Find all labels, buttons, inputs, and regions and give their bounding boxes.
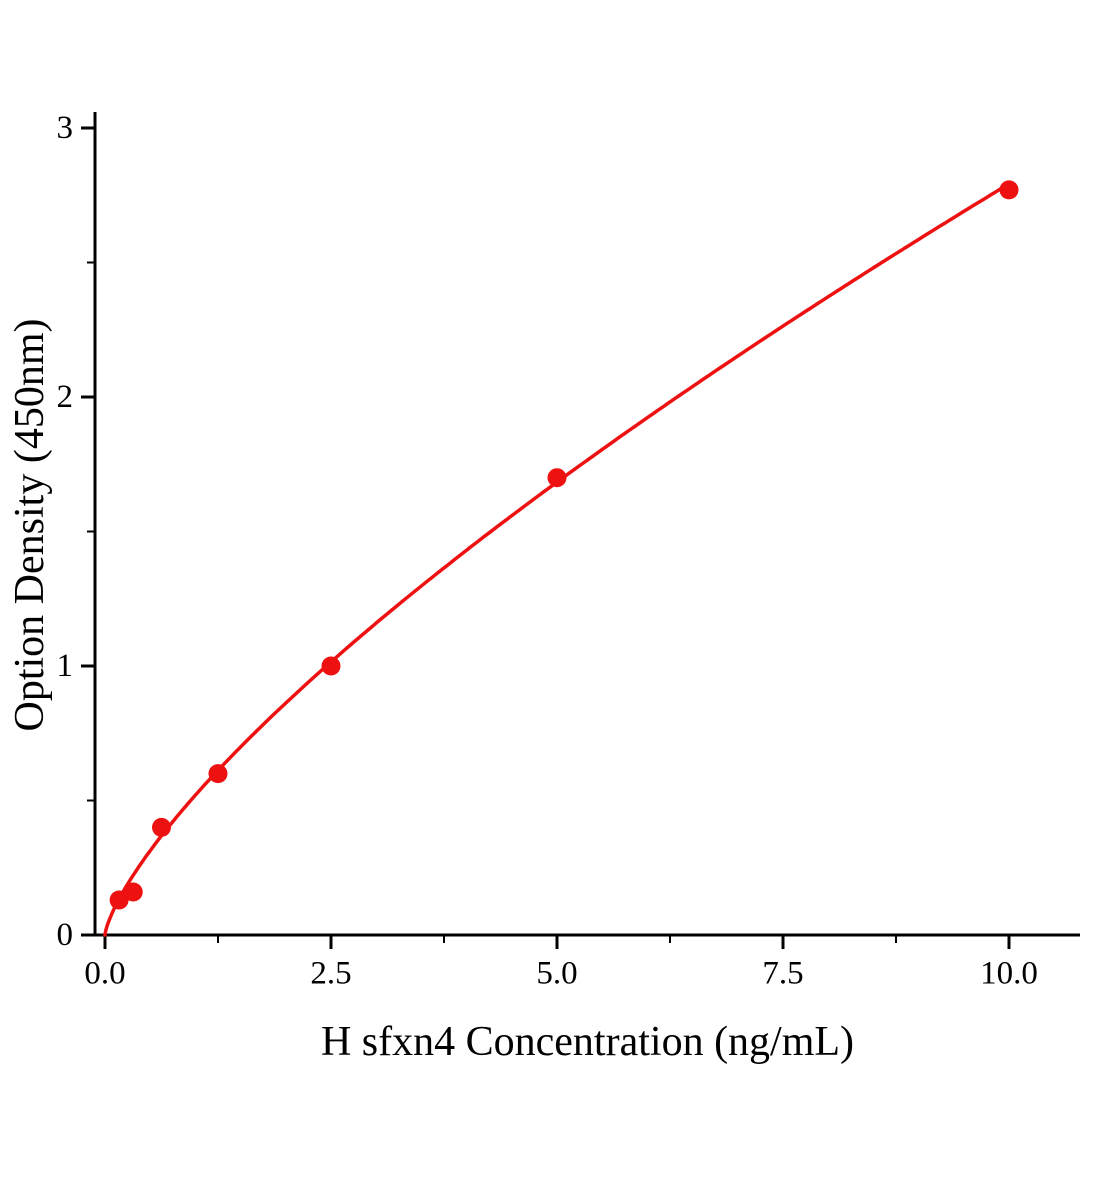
x-tick-label: 2.5 (310, 955, 351, 991)
y-tick-label: 2 (57, 379, 74, 415)
data-point-marker (547, 468, 567, 488)
x-tick-label: 10.0 (980, 955, 1038, 991)
y-tick-label: 0 (57, 917, 74, 953)
data-point-marker (152, 817, 171, 837)
y-tick-label: 3 (57, 110, 74, 146)
y-tick-label: 1 (57, 648, 74, 684)
data-point-marker (208, 764, 228, 784)
x-tick-label: 7.5 (762, 955, 803, 991)
y-axis-title: Option Density (450nm) (7, 318, 53, 732)
x-axis-title: H sfxn4 Concentration (ng/mL) (320, 1019, 855, 1065)
data-point-marker (321, 656, 341, 676)
data-point-marker (123, 882, 143, 902)
x-tick-label: 5.0 (536, 955, 577, 991)
x-tick-label: 0.0 (84, 955, 125, 991)
data-point-marker (109, 890, 129, 910)
data-point-marker (999, 180, 1019, 200)
standard-curve-line (103, 182, 1011, 937)
